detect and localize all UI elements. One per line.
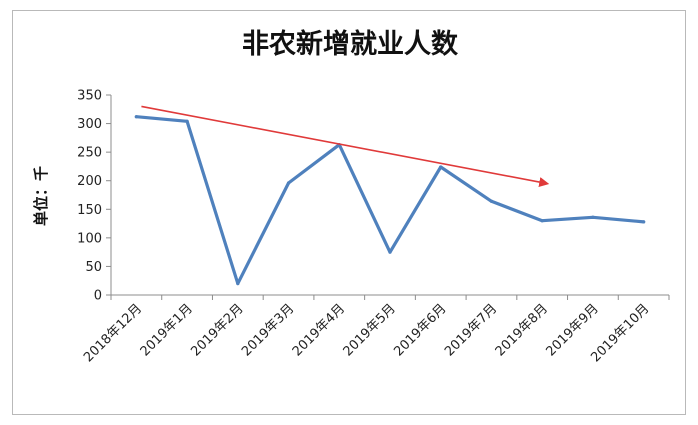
y-tick-label: 300: [77, 117, 102, 132]
x-axis: 2018年12月2019年1月2019年2月2019年3月2019年4月2019…: [81, 294, 670, 365]
data-point: [236, 281, 240, 286]
x-tick-label: 2019年2月: [188, 301, 246, 359]
y-tick-label: 250: [77, 146, 102, 161]
chart-title: 非农新增就业人数: [242, 28, 459, 60]
data-point: [591, 215, 595, 219]
y-tick-label: 150: [77, 203, 102, 218]
x-tick-label: 2019年1月: [138, 301, 196, 359]
x-tick-label: 2019年3月: [239, 301, 297, 359]
series-line: [134, 115, 646, 286]
y-tick-label: 0: [94, 289, 102, 304]
y-axis-label: 单位：千: [32, 166, 50, 226]
data-point: [286, 181, 291, 185]
x-tick-label: 2019年8月: [493, 301, 551, 359]
y-tick-label: 50: [85, 260, 102, 275]
y-tick-label: 200: [77, 174, 102, 189]
data-point: [642, 220, 646, 224]
x-tick-label: 2019年5月: [341, 301, 399, 359]
data-point: [540, 219, 544, 223]
data-point: [439, 165, 443, 169]
trend-arrow: [141, 105, 550, 187]
data-point: [489, 199, 494, 203]
chart-frame: 非农新增就业人数 单位：千 0 50 100 150 200 250 300 350 2018…: [12, 10, 686, 415]
y-axis: 0 50 100 150 200 250 300 350: [77, 89, 112, 304]
x-tick-label: 2018年12月: [81, 301, 145, 365]
y-tick-label: 100: [77, 231, 102, 246]
data-point: [134, 115, 138, 119]
y-tick-label: 350: [77, 89, 102, 104]
x-tick-label: 2019年6月: [391, 301, 449, 359]
data-point: [185, 119, 189, 123]
line-chart: 非农新增就业人数 单位：千 0 50 100 150 200 250 300 350 2018…: [32, 28, 670, 365]
data-point: [388, 250, 392, 254]
annotation-layer: [141, 105, 550, 187]
x-tick-label: 2019年7月: [442, 301, 500, 359]
series-layer: [134, 115, 646, 286]
x-tick-label: 2019年4月: [290, 301, 348, 359]
